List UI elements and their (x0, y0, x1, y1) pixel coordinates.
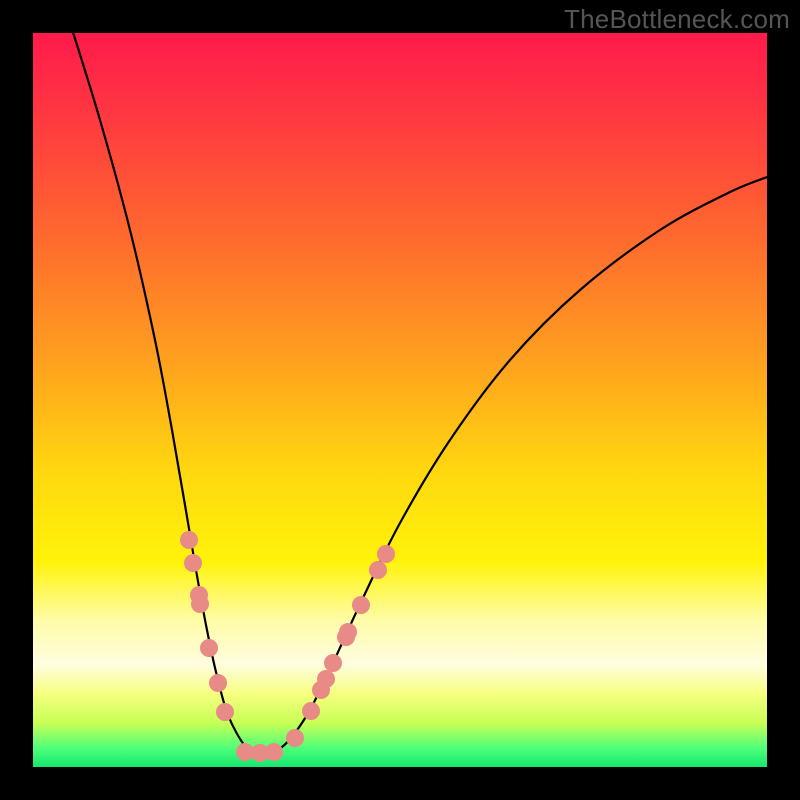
plot-area (33, 33, 767, 767)
data-point (200, 639, 218, 657)
data-point (352, 596, 370, 614)
data-point (184, 554, 202, 572)
data-point (369, 561, 387, 579)
data-point (324, 654, 342, 672)
watermark-text: TheBottleneck.com (564, 4, 790, 35)
data-point (209, 674, 227, 692)
data-point (265, 743, 283, 761)
chart-root: { "watermark": { "text": "TheBottleneck.… (0, 0, 800, 800)
data-point (377, 545, 395, 563)
data-point (216, 703, 234, 721)
data-point (302, 702, 320, 720)
bottleneck-chart (0, 0, 800, 800)
data-point (317, 670, 335, 688)
data-point (286, 729, 304, 747)
data-point (339, 623, 357, 641)
data-point (180, 531, 198, 549)
data-point (191, 595, 209, 613)
